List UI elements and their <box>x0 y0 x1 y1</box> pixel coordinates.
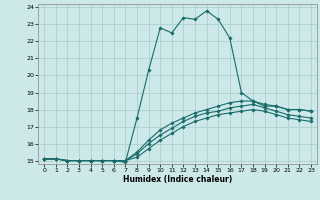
X-axis label: Humidex (Indice chaleur): Humidex (Indice chaleur) <box>123 175 232 184</box>
